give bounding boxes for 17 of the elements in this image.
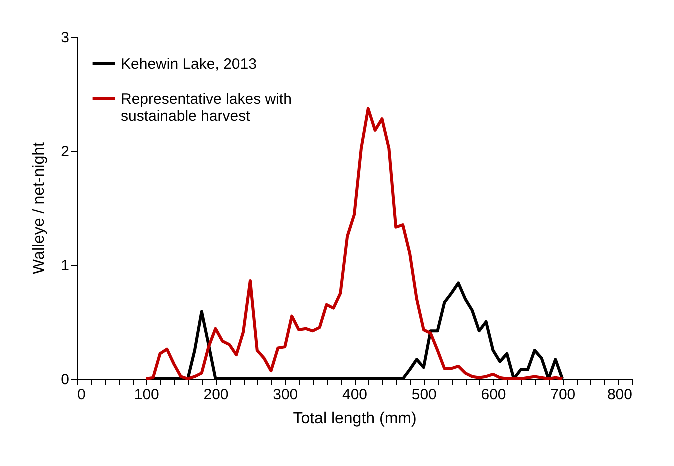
x-tick-label: 600 (481, 386, 506, 404)
y-tick-label: 3 (61, 30, 70, 46)
y-tick-label: 1 (61, 258, 70, 274)
x-tick-label: 700 (550, 386, 576, 404)
x-tick-label: 200 (204, 386, 229, 404)
x-tick-label: 400 (342, 386, 368, 404)
x-tick-label: 0 (78, 386, 86, 404)
x-tick-label: 300 (273, 386, 298, 404)
legend-label: Kehewin Lake, 2013 (121, 56, 257, 73)
x-tick-label: 500 (412, 386, 437, 404)
y-axis-title: Walleye / net-night (31, 142, 48, 274)
y-tick-label: 0 (61, 372, 70, 388)
x-tick-label: 800 (607, 386, 632, 404)
x-tick-label: 100 (134, 386, 160, 404)
x-axis-title: Total length (mm) (293, 410, 417, 428)
y-tick-label: 2 (61, 144, 70, 160)
legend-label: Representative lakes with sustainable harvest (121, 91, 292, 125)
